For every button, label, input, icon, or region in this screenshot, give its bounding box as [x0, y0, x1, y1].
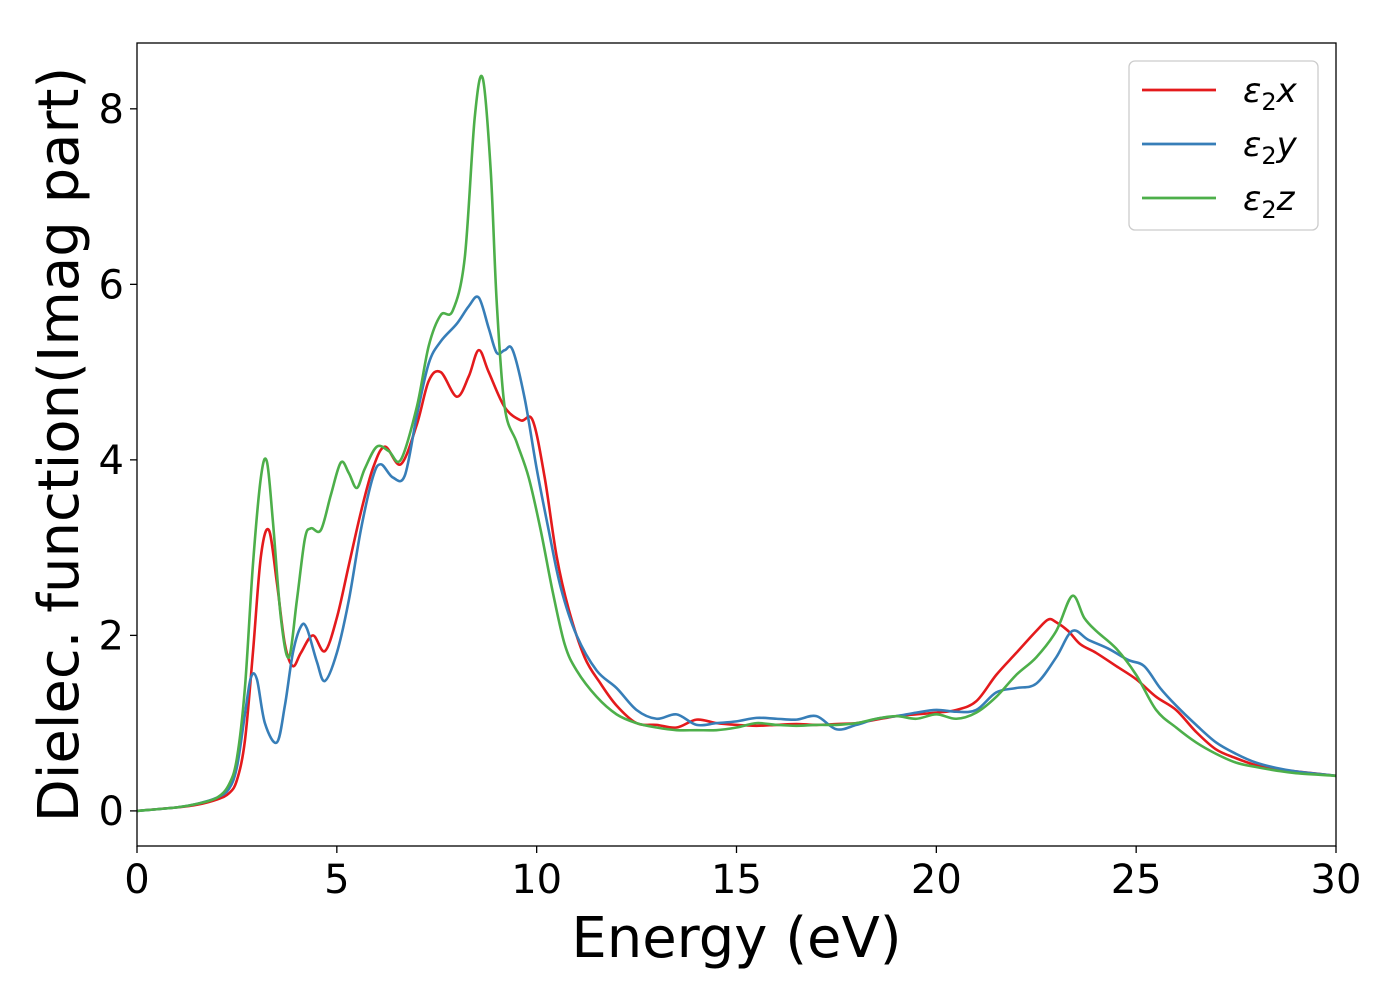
- y-tick-label: 8: [99, 87, 124, 133]
- x-tick-label: 15: [711, 857, 762, 903]
- legend-box: [1128, 60, 1319, 231]
- y-tick-label: 6: [99, 262, 124, 308]
- legend-label: ε2y: [1243, 125, 1298, 170]
- series-line-y: [137, 295, 1336, 813]
- x-axis: 0 5 10 15 20 25 30: [124, 846, 1361, 903]
- legend-label: ε2x: [1243, 71, 1298, 116]
- series-line-x: [137, 348, 1336, 813]
- y-tick-label: 0: [99, 789, 124, 835]
- x-tick-label: 0: [124, 857, 149, 903]
- y-tick-label: 4: [99, 438, 124, 484]
- plot-lines: [137, 74, 1336, 813]
- legend-item-y: ε2y: [1142, 125, 1298, 170]
- legend-item-z: ε2z: [1142, 179, 1296, 224]
- series-line-z: [137, 74, 1336, 813]
- y-axis-title: Dielec. function(Imag part): [27, 67, 92, 823]
- x-axis-title: Energy (eV): [571, 906, 901, 971]
- x-tick-label: 10: [511, 857, 562, 903]
- legend-label: ε2z: [1243, 179, 1296, 224]
- legend-item-x: ε2x: [1142, 71, 1298, 116]
- x-tick-label: 30: [1311, 857, 1362, 903]
- legend: ε2x ε2y ε2z: [1128, 60, 1319, 231]
- y-tick-label: 2: [99, 613, 124, 659]
- x-tick-label: 20: [911, 857, 962, 903]
- y-axis: 0 2 4 6 8: [99, 87, 137, 835]
- x-tick-label: 25: [1111, 857, 1162, 903]
- x-tick-label: 5: [324, 857, 349, 903]
